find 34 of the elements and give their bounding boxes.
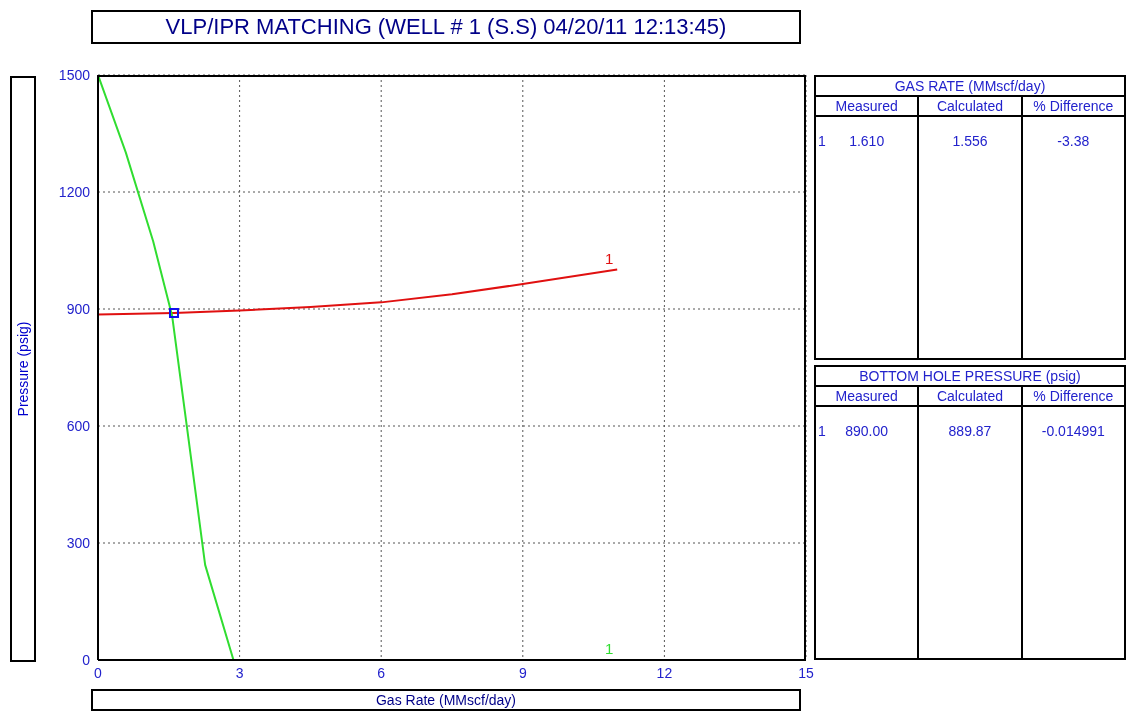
text: BOTTOM HOLE PRESSURE (psig) [816,367,1124,387]
text: 1 [818,423,826,439]
y-axis-title: Pressure (psig) [15,321,32,417]
x-axis-title: Gas Rate (MMscf/day) [91,689,801,711]
category-label: Measured [834,387,899,405]
text: 1.556 [952,133,988,149]
text: -3.38 [1057,133,1090,149]
chart-title: VLP/IPR MATCHING (WELL # 1 (S.S) 04/20/11 12:13:45) [91,10,801,44]
y-tick-label: 300 [66,534,91,551]
category-label: % Difference [1020,97,1124,115]
category-label: % Difference [1020,387,1124,405]
x-tick-label: 0 [94,664,103,681]
y-tick-label: 600 [66,417,91,434]
text: GAS RATE (MMscf/day) [816,77,1124,97]
category-label: Calculated [917,97,1021,115]
text: 889.87 [948,423,992,439]
series-label: 1 [605,640,614,657]
category-label: Measured [834,97,899,115]
y-tick-label: 1500 [58,66,91,83]
x-tick-label: 15 [798,664,814,681]
text: 1.610 [849,133,885,149]
text: -0.014991 [1041,423,1105,439]
y-tick-label: 0 [82,651,91,668]
series-label: 1 [605,249,614,267]
x-tick-label: 6 [377,664,386,681]
x-tick-label: 9 [518,664,527,681]
x-tick-label: 3 [235,664,244,681]
x-tick-label: 12 [656,664,673,681]
y-tick-label: 900 [66,300,91,317]
text: 1 [818,133,826,149]
y-tick-label: 1200 [58,183,91,200]
line-series [98,268,619,316]
text: 890.00 [845,423,889,439]
category-label: Calculated [917,387,1021,405]
